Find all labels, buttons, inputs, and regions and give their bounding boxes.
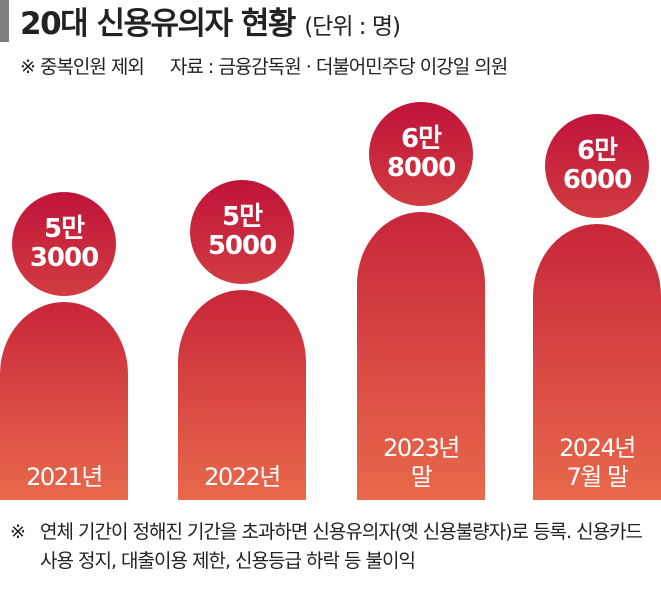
value-label-line: 5000 xyxy=(207,231,277,261)
footnote-text: 연체 기간이 정해진 기간을 초과하면 신용유의자(옛 신용불량자)로 등록. … xyxy=(40,521,643,572)
bar xyxy=(357,212,485,500)
value-label: 5만 5000 xyxy=(190,180,294,284)
value-label-line: 8000 xyxy=(386,153,456,183)
value-label-line: 6만 xyxy=(576,136,618,166)
value-label: 6만 6000 xyxy=(545,114,649,218)
footnote-mark: ※ xyxy=(10,521,26,543)
category-label-line: 2024년 xyxy=(559,434,636,462)
value-label-line: 3000 xyxy=(29,243,99,273)
title-accent-bar xyxy=(0,0,9,42)
bar-chart: 5만 3000 2021년 5만 5000 2022년 6만 8000 2023년 말 6만 6000… xyxy=(0,90,661,500)
category-label-line: 2022년 xyxy=(204,463,281,491)
value-label-line: 6만 xyxy=(400,124,442,154)
category-label-line: 말 xyxy=(410,463,433,491)
category-label-line: 7월 말 xyxy=(566,463,629,491)
category-label: 2022년 xyxy=(178,463,306,492)
value-label-line: 5만 xyxy=(221,202,263,232)
value-label: 6만 8000 xyxy=(369,102,473,206)
unit-label: (단위 : 명) xyxy=(304,14,401,40)
title-text: 20대 신용유의자 현황 xyxy=(20,6,296,42)
value-label-line: 5만 xyxy=(43,214,85,244)
value-label: 5만 3000 xyxy=(12,192,116,296)
source-label: 자료 : 금융감독원 · 더불어민주당 이강일 의원 xyxy=(169,56,508,78)
category-label-line: 2021년 xyxy=(26,463,103,491)
footnote: ※ 연체 기간이 정해진 기간을 초과하면 신용유의자(옛 신용불량자)로 등록… xyxy=(10,518,660,576)
category-label: 2021년 xyxy=(0,463,128,492)
subtitle: ※ 중복인원 제외 자료 : 금융감독원 · 더불어민주당 이강일 의원 xyxy=(20,52,508,79)
category-label: 2023년 말 xyxy=(357,434,485,492)
category-label: 2024년 7월 말 xyxy=(533,434,661,492)
chart-title: 20대 신용유의자 현황 (단위 : 명) xyxy=(20,0,401,43)
bar xyxy=(0,302,128,500)
duplicate-note: ※ 중복인원 제외 xyxy=(20,56,145,78)
value-label-line: 6000 xyxy=(562,165,632,195)
bar xyxy=(533,224,661,500)
category-label-line: 2023년 xyxy=(383,434,460,462)
bar xyxy=(178,290,306,500)
